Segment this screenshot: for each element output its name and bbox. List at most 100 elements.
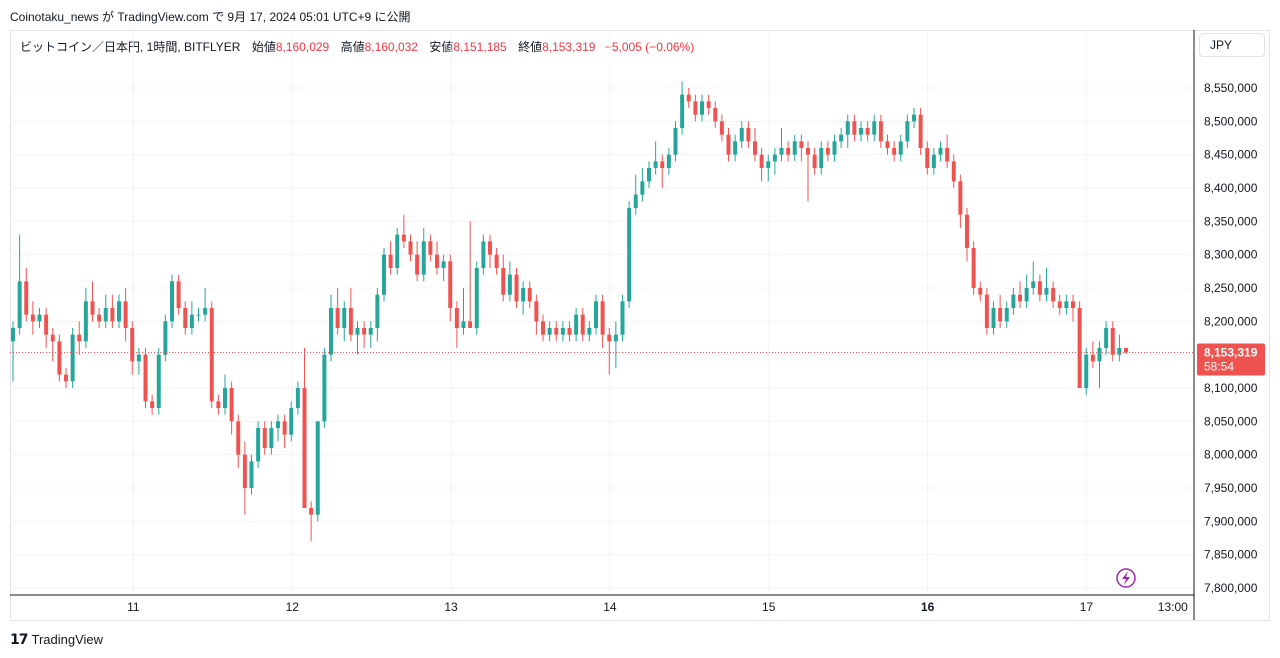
time-tick-label: 15: [762, 600, 776, 614]
candle-body: [1071, 301, 1075, 308]
price-tick-label: 8,350,000: [1204, 214, 1258, 228]
candle: [713, 101, 718, 128]
candle: [812, 148, 817, 175]
candle-body: [388, 254, 393, 268]
candle: [945, 134, 950, 168]
candle: [779, 128, 784, 162]
candle: [209, 301, 214, 408]
candle-body: [507, 274, 512, 295]
candle: [368, 321, 373, 348]
candle: [998, 294, 1003, 328]
candle: [236, 414, 241, 468]
candle-body: [1090, 354, 1095, 362]
candle-body: [521, 288, 526, 302]
candle-body: [1104, 328, 1109, 348]
candle-body: [653, 161, 658, 168]
candle: [11, 321, 15, 382]
candle: [428, 234, 433, 262]
candle: [448, 254, 453, 322]
candle: [799, 134, 804, 162]
price-tick-label: 8,200,000: [1204, 314, 1258, 328]
candle-body: [574, 314, 579, 335]
candle-body: [812, 154, 817, 168]
candle-body: [1097, 348, 1102, 362]
price-tick-label: 8,450,000: [1204, 148, 1258, 162]
candle: [90, 281, 95, 322]
candle: [44, 308, 49, 348]
chart-frame: [10, 30, 1270, 621]
tradingview-brand: TradingView: [31, 632, 104, 647]
candle-body: [163, 321, 168, 355]
candle-body: [878, 121, 883, 142]
candle-body: [428, 241, 433, 255]
tradingview-logo[interactable]: 𝟭𝟳 TradingView: [10, 631, 103, 648]
candle-body: [282, 421, 287, 435]
candle-body: [925, 148, 930, 168]
candle-body: [461, 321, 466, 328]
candle-body: [309, 508, 314, 515]
candle: [918, 108, 923, 155]
candle-body: [938, 148, 943, 155]
candle-body: [620, 301, 625, 335]
candle-body: [30, 314, 35, 322]
price-axis[interactable]: 7,800,000 7,850,000 7,900,000 7,950,000 8,00…: [1204, 81, 1258, 595]
candle: [355, 321, 360, 355]
candle: [382, 248, 386, 302]
candle: [746, 121, 751, 148]
candle: [885, 134, 890, 155]
candle-body: [673, 128, 678, 155]
candle: [806, 141, 810, 202]
candle-body: [567, 328, 572, 335]
candle-body: [315, 421, 320, 515]
candle-body: [958, 181, 963, 215]
candle: [719, 114, 724, 142]
candle: [176, 274, 181, 315]
candle-body: [1011, 294, 1016, 308]
candle-body: [83, 301, 88, 342]
candle: [57, 334, 62, 382]
candle: [1097, 341, 1102, 388]
candle: [375, 288, 380, 342]
candle: [912, 108, 916, 128]
candle: [216, 394, 221, 415]
price-tick-label: 8,000,000: [1204, 448, 1258, 462]
candle-body: [912, 114, 916, 122]
candle-body: [978, 288, 983, 295]
candle-body: [647, 168, 651, 182]
candle: [163, 314, 168, 362]
time-tick-label: 11: [127, 600, 140, 614]
candle: [627, 201, 632, 308]
candle-body: [753, 141, 757, 155]
candle: [825, 141, 830, 162]
candle-body: [415, 254, 420, 275]
candle: [30, 301, 35, 335]
candle: [971, 241, 976, 295]
candle-body: [1024, 288, 1029, 302]
lightning-icon[interactable]: [1116, 568, 1136, 588]
currency-button[interactable]: JPY: [1199, 33, 1265, 57]
candle-body: [1051, 288, 1056, 302]
candle-body: [514, 274, 519, 302]
time-axis[interactable]: 11 12 13 14 15 16 17 13:00: [127, 600, 1188, 614]
candle: [408, 234, 413, 262]
candle: [965, 208, 969, 262]
candle: [753, 128, 757, 162]
candle-body: [998, 308, 1003, 322]
tv-logo-icon: 𝟭𝟳: [10, 631, 29, 647]
candle: [170, 274, 174, 328]
candle-body: [534, 301, 539, 322]
candle-body: [587, 328, 592, 335]
price-tick-label: 8,400,000: [1204, 181, 1258, 195]
candle: [123, 288, 128, 342]
legend-open-label: 始値: [251, 40, 276, 54]
candle: [865, 121, 870, 142]
price-tick-label: 8,550,000: [1204, 81, 1258, 95]
candle: [693, 94, 698, 122]
candle-body: [905, 121, 910, 142]
candle: [786, 141, 791, 162]
candle: [421, 228, 426, 282]
candle: [521, 281, 526, 315]
candle-body: [494, 254, 499, 268]
candle-body: [110, 308, 115, 322]
candle: [607, 328, 612, 375]
